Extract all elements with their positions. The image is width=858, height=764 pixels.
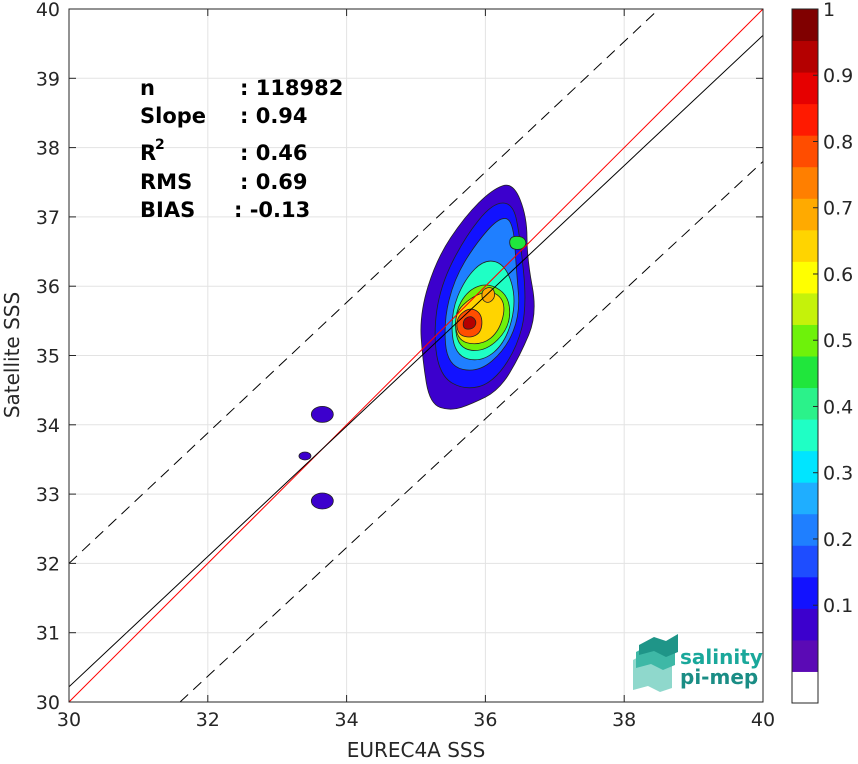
x-axis-ticks: 30 32 34 36 38 40 [57,9,775,731]
reference-lines [69,9,763,702]
stat-slope-label: Slope [140,104,206,128]
y-axis-label: Satellite SSS [0,292,24,418]
colorbar-tick-label: 0.5 [823,330,853,352]
colorbar [791,8,819,704]
grid [68,8,764,703]
y-tick-label: 37 [36,207,60,229]
y-tick-label: 33 [36,484,60,506]
density-contour [509,235,527,250]
colorbar-segment [792,576,818,609]
colorbar-segment [792,671,818,704]
colorbar-tick-label: 0.1 [823,595,853,617]
y-tick-label: 40 [36,0,60,21]
density-contour [481,287,496,303]
logo-text-salinity: salinity [680,645,763,669]
logo-text-pimep: pi-mep [680,665,758,689]
colorbar-segment [792,545,818,578]
stat-rms-value: : 0.69 [240,170,308,194]
colorbar-segment [792,229,818,262]
logo-waves-icon [633,634,678,692]
outlier-blob [310,492,334,510]
colorbar-segment [792,198,818,231]
stat-r2-sup: 2 [155,137,165,153]
stats-box: n : 118982 Slope : 0.94 R 2 : 0.46 RMS :… [140,76,343,222]
line-regression [69,34,763,688]
y-tick-label: 31 [36,623,60,645]
colorbar-tick-label: 1 [823,0,835,21]
line-lower-bound [179,161,763,702]
colorbar-tick-label: 0.4 [823,396,853,418]
colorbar-segment [792,482,818,515]
y-tick-label: 36 [36,276,60,298]
stat-rms-label: RMS [140,170,192,194]
stat-bias-value: : -0.13 [234,198,310,222]
x-tick-label: 38 [612,709,636,731]
colorbar-segment [792,261,818,294]
colorbar-segment [792,166,818,199]
outlier-blob [310,406,334,423]
x-tick-label: 40 [751,709,775,731]
colorbar-segment [792,419,818,452]
y-tick-label: 30 [36,692,60,714]
colorbar-tick-label: 0.9 [823,65,853,87]
colorbar-tick-label: 0.8 [823,131,853,153]
density-contours [298,184,535,510]
colorbar-segment [792,292,818,325]
y-tick-label: 32 [36,553,60,575]
colorbar-segment [792,513,818,546]
colorbar-segment [792,356,818,389]
y-tick-label: 35 [36,346,60,368]
colorbar-tick-label: 0.7 [823,198,853,220]
colorbar-ticks: 0.1 0.2 0.3 0.4 0.5 0.6 0.7 0.8 0.9 1 [813,0,853,617]
x-tick-label: 34 [335,709,359,731]
line-upper-bound [69,9,660,564]
salinity-pimep-logo: salinity pi-mep [633,634,763,692]
stat-n-label: n [140,76,155,100]
stat-n-value: : 118982 [240,76,343,100]
colorbar-tick-label: 0.3 [823,463,853,485]
line-identity [69,9,763,702]
colorbar-segment [792,387,818,420]
colorbar-segment [792,639,818,672]
x-tick-label: 36 [473,709,497,731]
colorbar-segment [792,135,818,168]
colorbar-segment [792,72,818,105]
y-axis-ticks: 30 31 32 33 34 35 36 37 38 39 40 [36,0,763,714]
stat-r2-label: R [140,141,156,165]
colorbar-frame [791,8,819,704]
y-tick-label: 39 [36,68,60,90]
x-axis-label: EUREC4A SSS [347,738,486,762]
colorbar-segment [792,608,818,641]
x-tick-label: 30 [57,709,81,731]
outlier-blob [298,451,312,461]
colorbar-segment [792,9,818,42]
stat-slope-value: : 0.94 [240,104,308,128]
stat-r2-value: : 0.46 [240,141,308,165]
colorbar-segment [792,103,818,136]
colorbar-segment [792,40,818,73]
colorbar-tick-label: 0.6 [823,264,853,286]
density-contour [462,316,477,330]
y-tick-label: 38 [36,138,60,160]
colorbar-tick-label: 0.2 [823,529,853,551]
colorbar-segment [792,450,818,483]
stat-bias-label: BIAS [140,198,195,222]
y-tick-label: 34 [36,415,60,437]
x-tick-label: 32 [196,709,220,731]
